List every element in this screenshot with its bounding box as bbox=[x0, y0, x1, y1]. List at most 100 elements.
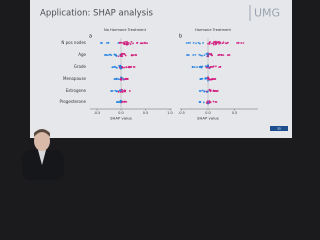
shap-dot bbox=[115, 66, 118, 69]
tick-label: 1.0 bbox=[167, 111, 172, 115]
shap-dot bbox=[146, 42, 148, 45]
shap-dot bbox=[220, 54, 223, 56]
logo: UMG bbox=[254, 7, 280, 20]
shap-dot bbox=[193, 66, 196, 68]
shap-dot bbox=[211, 66, 214, 68]
shap-dot bbox=[195, 42, 198, 45]
shap-dot bbox=[128, 65, 131, 68]
shap-dot bbox=[201, 89, 204, 92]
tick-label: -0.5 bbox=[178, 111, 185, 115]
shap-dot bbox=[125, 66, 128, 69]
shap-dot bbox=[207, 42, 209, 45]
shap-dot bbox=[208, 101, 211, 104]
shap-dot bbox=[123, 100, 126, 103]
shap-dot bbox=[117, 42, 120, 44]
shap-dot bbox=[209, 41, 211, 43]
shap-figure: N pos nodes Age Grade Menopause Estrogene Pro… bbox=[60, 28, 258, 121]
shap-dot bbox=[210, 52, 213, 55]
shap-dot bbox=[192, 66, 194, 68]
tick-label: 0.0 bbox=[118, 111, 123, 115]
shap-dot bbox=[120, 88, 123, 91]
shap-dot bbox=[132, 42, 134, 45]
shap-dot bbox=[126, 78, 129, 80]
feature-label: Progesterone bbox=[60, 99, 87, 104]
shap-dot bbox=[118, 41, 121, 44]
shap-dot bbox=[226, 54, 229, 56]
shap-dot bbox=[130, 53, 133, 56]
shap-dot bbox=[141, 42, 144, 45]
shap-dot bbox=[225, 42, 228, 45]
shap-dot bbox=[126, 43, 128, 46]
shap-dot bbox=[198, 90, 201, 92]
shap-dot bbox=[117, 55, 120, 58]
shap-dot bbox=[197, 41, 200, 44]
shap-dot bbox=[119, 99, 122, 102]
presenter-shirt bbox=[38, 150, 46, 165]
shap-dot bbox=[201, 65, 204, 68]
shap-dot bbox=[109, 53, 111, 56]
panel-letter: a bbox=[89, 34, 92, 40]
shap-dot bbox=[222, 54, 225, 57]
shap-dot bbox=[123, 66, 126, 69]
shap-dot bbox=[121, 101, 124, 103]
shap-dot bbox=[132, 66, 135, 68]
shap-dot bbox=[132, 54, 135, 57]
shap-dot bbox=[107, 41, 110, 44]
shap-dot bbox=[203, 90, 206, 93]
shap-dot bbox=[110, 54, 113, 57]
shap-dot bbox=[130, 41, 133, 43]
slide bbox=[30, 0, 292, 138]
shap-dot bbox=[194, 53, 197, 56]
shap-dot bbox=[218, 40, 221, 43]
shap-dot bbox=[116, 90, 119, 93]
shap-dot bbox=[210, 78, 213, 81]
shap-dot bbox=[236, 42, 238, 44]
shap-dot bbox=[211, 54, 213, 57]
shap-dot bbox=[207, 55, 210, 58]
shap-dot bbox=[115, 78, 118, 81]
tick-label: 0.0 bbox=[205, 111, 210, 115]
shap-dot bbox=[201, 54, 203, 57]
shap-dot bbox=[113, 53, 116, 56]
tick-label: 0.5 bbox=[143, 111, 148, 115]
shap-dot bbox=[192, 42, 195, 44]
shap-dot bbox=[213, 41, 215, 44]
shap-dot bbox=[123, 53, 126, 56]
shap-dot bbox=[120, 53, 123, 55]
shap-dot bbox=[105, 42, 108, 44]
shap-dot bbox=[124, 77, 127, 80]
shap-dot bbox=[205, 66, 208, 69]
shap-dot bbox=[192, 54, 195, 56]
shap-dot bbox=[187, 54, 190, 57]
shap-dot bbox=[219, 65, 222, 68]
panel-title: No Hormone Treatment bbox=[104, 28, 147, 32]
shap-dot bbox=[119, 101, 122, 104]
shap-dot bbox=[187, 42, 190, 44]
shap-dot bbox=[135, 42, 138, 44]
shap-dot bbox=[110, 90, 113, 92]
axis-label: SHAP value bbox=[197, 116, 219, 121]
shap-dot bbox=[129, 43, 132, 45]
axis-label: SHAP value bbox=[110, 116, 132, 121]
shap-dot bbox=[208, 77, 210, 80]
shap-dot bbox=[198, 42, 201, 45]
shap-dot bbox=[221, 42, 224, 45]
shap-dot bbox=[119, 65, 122, 67]
panel-letter: b bbox=[179, 34, 182, 40]
shap-dot bbox=[128, 90, 131, 92]
shap-dot bbox=[199, 65, 202, 68]
shap-dot bbox=[212, 78, 215, 80]
shap-dot bbox=[207, 79, 209, 82]
feature-label: N pos nodes bbox=[61, 40, 86, 45]
shap-dot bbox=[216, 41, 219, 44]
page-bar bbox=[270, 126, 288, 131]
shap-dot bbox=[189, 41, 191, 44]
shap-dot bbox=[211, 42, 213, 45]
shap-dot bbox=[124, 54, 127, 57]
shap-dot bbox=[120, 78, 123, 81]
shap-dot bbox=[198, 53, 201, 56]
shap-dot bbox=[214, 40, 217, 43]
screenshot: Application: SHAP analysis UMG 35 N pos … bbox=[30, 0, 292, 165]
shap-dot bbox=[228, 54, 231, 56]
shap-dot bbox=[143, 41, 146, 44]
